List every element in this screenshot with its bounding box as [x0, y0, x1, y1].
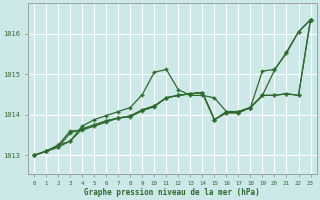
X-axis label: Graphe pression niveau de la mer (hPa): Graphe pression niveau de la mer (hPa)	[84, 188, 260, 197]
